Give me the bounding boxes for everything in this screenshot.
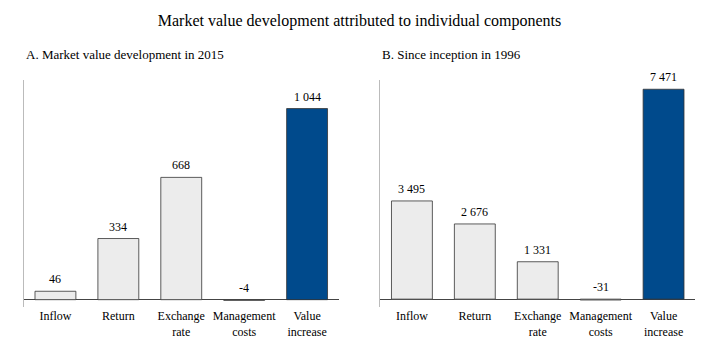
svg-text:-31: -31 — [593, 280, 609, 294]
svg-text:668: 668 — [172, 158, 190, 172]
svg-text:-4: -4 — [239, 281, 249, 295]
svg-text:1 331: 1 331 — [524, 243, 551, 257]
svg-text:7 471: 7 471 — [650, 70, 677, 84]
svg-text:Valueincrease: Valueincrease — [287, 309, 326, 339]
svg-text:Exchangerate: Exchangerate — [514, 309, 561, 339]
svg-text:2 676: 2 676 — [461, 205, 488, 219]
svg-text:Valueincrease: Valueincrease — [644, 309, 683, 339]
svg-text:Market value development attri: Market value development attributed to i… — [158, 12, 561, 30]
svg-text:A. Market value development in: A. Market value development in 2015 — [26, 47, 224, 62]
svg-text:46: 46 — [49, 272, 61, 286]
svg-text:Inflow: Inflow — [39, 309, 71, 323]
svg-text:Exchangerate: Exchangerate — [158, 309, 205, 339]
svg-text:Return: Return — [458, 309, 491, 323]
svg-text:Return: Return — [102, 309, 135, 323]
svg-text:1 044: 1 044 — [294, 90, 321, 104]
svg-text:Inflow: Inflow — [396, 309, 428, 323]
svg-text:Managementcosts: Managementcosts — [213, 309, 276, 339]
svg-text:B. Since inception in 1996: B. Since inception in 1996 — [382, 47, 521, 62]
svg-text:334: 334 — [109, 220, 127, 234]
svg-text:Managementcosts: Managementcosts — [569, 309, 632, 339]
svg-text:3 495: 3 495 — [398, 182, 425, 196]
